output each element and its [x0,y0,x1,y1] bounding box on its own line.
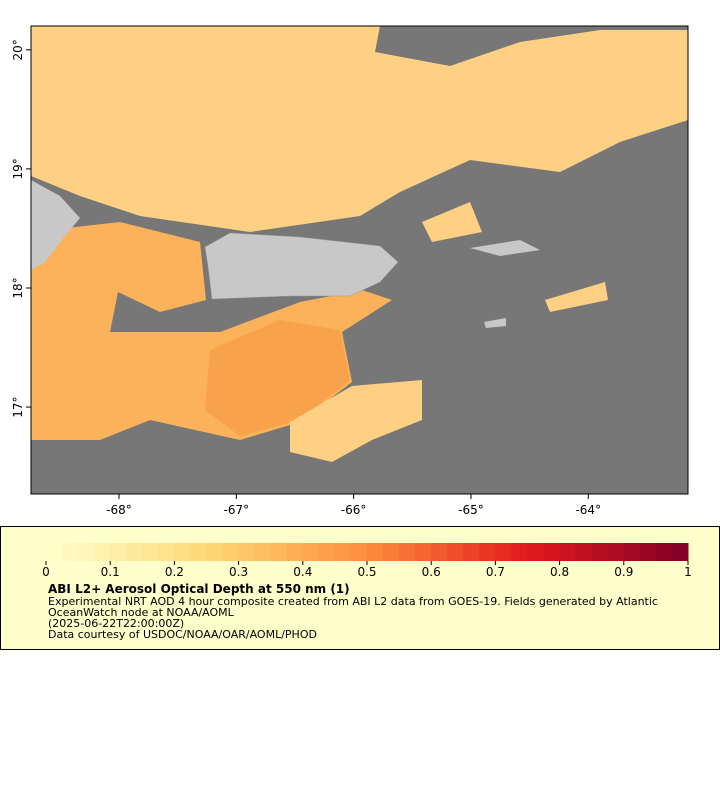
colorbar-tick-label: 0.4 [293,565,312,579]
colorbar-segment [623,543,641,561]
colorbar-segment [318,543,336,561]
colorbar-segment [334,543,352,561]
map-frame [30,25,689,495]
legend-description: OceanWatch node at NOAA/AOML [48,606,235,619]
colorbar-segment [206,543,224,561]
x-tick-label: -66° [341,503,367,517]
colorbar-segment [62,543,79,561]
colorbar-segment [270,543,288,561]
y-tick-label: 19° [11,158,25,179]
colorbar-segment [126,543,143,561]
colorbar-tick-label: 0.2 [165,565,184,579]
x-tick-label: -65° [458,503,484,517]
colorbar-tick-label: 0 [42,565,50,579]
colorbar-segment [559,543,577,561]
islet [470,240,540,256]
colorbar-segment [495,543,512,561]
colorbar-segment [94,543,111,561]
colorbar-segment [575,543,593,561]
colorbar-segment [447,543,464,561]
colorbar-segment [254,543,272,561]
colorbar-segment [158,543,175,561]
colorbar-segment [190,543,207,561]
x-tick-label: -64° [575,503,601,517]
y-tick-label: 20° [11,39,25,60]
colorbar-tick-label: 0.8 [550,565,569,579]
colorbar-segment [46,543,63,561]
colorbar-tick-label: 0.9 [614,565,633,579]
aerosol-field [422,202,482,242]
colorbar-segment [463,543,480,561]
aerosol-field [205,320,350,436]
colorbar-tick-label: 0.7 [486,565,505,579]
x-tick-label: -68° [106,503,132,517]
colorbar-segment [222,543,240,561]
legend-description: Experimental NRT AOD 4 hour composite cr… [48,595,658,608]
colorbar-segment [639,543,657,561]
colorbar-segment [415,543,432,561]
hispaniola [31,180,80,270]
colorbar-segment [655,543,673,561]
colorbar-segment [543,543,561,561]
colorbar-tick-label: 0.6 [422,565,441,579]
colorbar-segment [383,543,400,561]
colorbar-segment [78,543,95,561]
x-tick-label: -67° [224,503,250,517]
colorbar-segment [238,543,256,561]
legend-description: Data courtesy of USDOC/NOAA/OAR/AOML/PHO… [48,628,317,641]
colorbar-segment [350,543,368,561]
colorbar-segment [367,543,384,561]
aerosol-field [31,26,688,232]
colorbar-segment [286,543,304,561]
colorbar-segment [591,543,609,561]
puerto-rico [204,232,399,300]
y-tick-label: 18° [11,277,25,298]
colorbar-segment [607,543,625,561]
colorbar-segment [511,543,528,561]
colorbar-segment [399,543,416,561]
colorbar-tick-label: 0.3 [229,565,248,579]
legend-title: ABI L2+ Aerosol Optical Depth at 550 nm … [48,582,350,596]
colorbar-segment [479,543,496,561]
colorbar-segment [110,543,127,561]
colorbar-tick-label: 1 [684,565,692,579]
legend-description: (2025-06-22T22:00:00Z) [48,617,184,630]
islet [484,318,506,328]
colorbar-tick-label: 0.5 [357,565,376,579]
colorbar-segment [142,543,159,561]
aerosol-field [545,282,608,312]
colorbar-segment [302,543,320,561]
colorbar-segment [671,543,689,561]
aerosol-field [290,380,422,462]
colorbar-segment [527,543,545,561]
colorbar-segment [174,543,191,561]
map [30,25,689,495]
colorbar-segment [431,543,448,561]
colorbar-tick-label: 0.1 [101,565,120,579]
y-tick-label: 17° [11,396,25,417]
